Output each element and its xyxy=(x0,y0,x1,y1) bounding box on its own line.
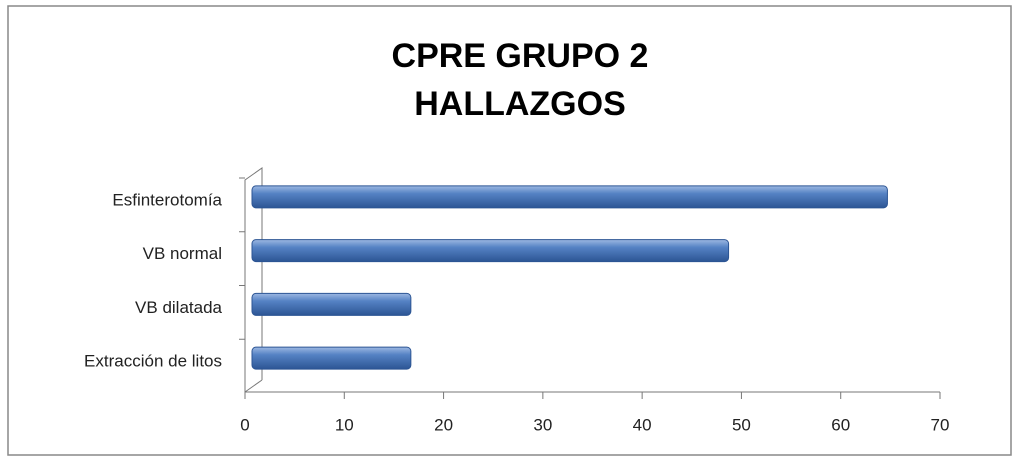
bar xyxy=(251,185,888,209)
x-tick-label: 70 xyxy=(931,415,950,434)
y-tick-label: VB normal xyxy=(143,244,222,263)
chart-title: CPRE GRUPO 2 xyxy=(392,37,649,75)
x-tick-label: 40 xyxy=(633,415,652,434)
axis-floor xyxy=(244,379,263,393)
chart-title: HALLAZGOS xyxy=(414,85,626,123)
x-tick-label: 0 xyxy=(240,415,249,434)
chart-frame xyxy=(7,5,1012,456)
x-tick-label: 60 xyxy=(831,415,850,434)
bar xyxy=(251,346,412,370)
y-tick-label: VB dilatada xyxy=(135,298,222,317)
x-tick-label: 20 xyxy=(434,415,453,434)
x-tick-label: 10 xyxy=(335,415,354,434)
x-tick-label: 50 xyxy=(732,415,751,434)
y-tick-label: Esfinterotomía xyxy=(112,190,222,209)
bar xyxy=(251,239,730,263)
x-tick-label: 30 xyxy=(533,415,552,434)
y-tick-label: Extracción de litos xyxy=(84,352,222,371)
bar xyxy=(251,292,412,316)
